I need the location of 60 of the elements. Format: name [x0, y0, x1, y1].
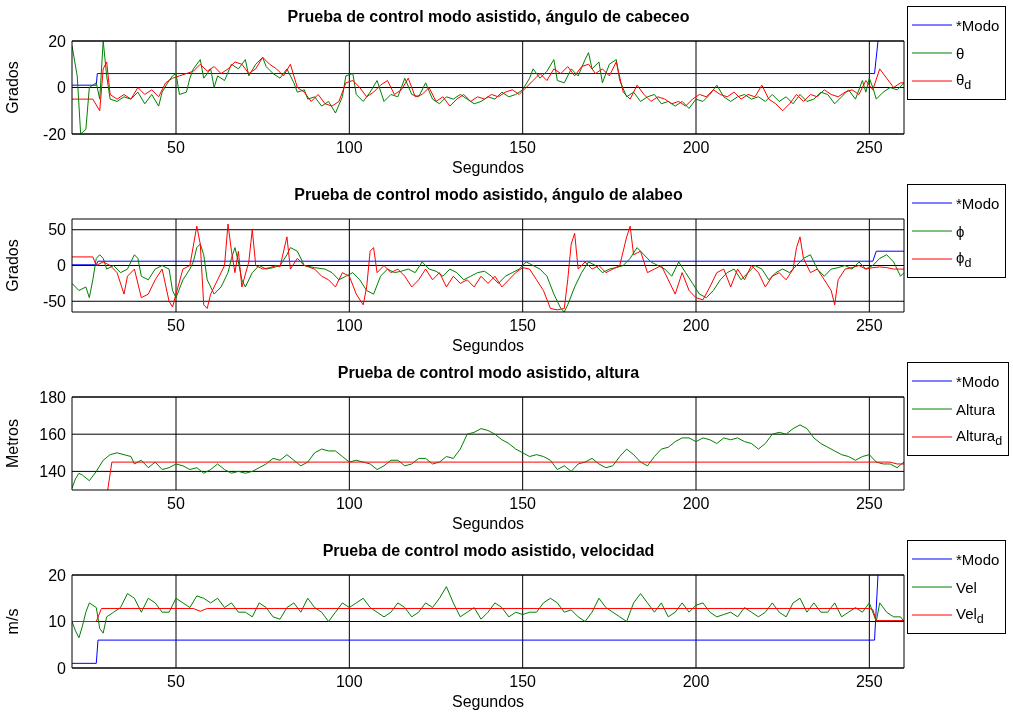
line-series [72, 586, 904, 639]
y-axis-title: Metros [3, 419, 21, 468]
x-tick-label: 50 [167, 317, 185, 335]
x-tick-label: 250 [855, 139, 883, 157]
x-tick-label: 200 [682, 139, 710, 157]
legend-label: *Modo [956, 550, 1000, 568]
y-tick-label: -50 [42, 292, 67, 310]
x-tick-label: 100 [335, 139, 363, 157]
y-tick-label: 0 [57, 257, 67, 275]
x-tick-label: 100 [335, 673, 363, 691]
x-tick-label: 200 [682, 317, 710, 335]
y-tick-label: 0 [57, 659, 67, 677]
chart-title: Prueba de control modo asistido, ángulo de alabeo [293, 186, 684, 204]
x-tick-label: 50 [167, 495, 185, 513]
x-axis-title: Segundos [451, 337, 525, 354]
legend-label: ϕ [956, 222, 965, 240]
x-axis-title: Segundos [451, 515, 525, 532]
legend-label: *Modo [956, 16, 1000, 34]
x-tick-label: 100 [335, 495, 363, 513]
legend-label: ϕ$_{d}$ [956, 248, 972, 270]
y-tick-label: 20 [48, 566, 67, 584]
y-axis-title: Grados [3, 239, 21, 292]
y-tick-label: -20 [42, 125, 67, 143]
line-series [72, 607, 904, 622]
x-tick-label: 200 [682, 673, 710, 691]
x-axis-title: Segundos [451, 159, 525, 176]
x-axis-title: Segundos [451, 693, 525, 710]
x-tick-label: 250 [855, 673, 883, 691]
legend-label: θ$_{d}$ [956, 70, 972, 92]
line-series [72, 41, 904, 134]
line-series [72, 56, 904, 112]
y-tick-label: 0 [57, 79, 67, 97]
chart-title: Prueba de control modo asistido, velocidad [321, 542, 656, 560]
legend-label: Vel [956, 578, 977, 596]
x-tick-label: 150 [509, 495, 537, 513]
x-tick-label: 50 [167, 673, 185, 691]
legend-label: *Modo [956, 194, 1000, 212]
y-tick-label: 140 [39, 463, 67, 481]
x-tick-label: 150 [509, 317, 537, 335]
y-tick-label: 180 [39, 388, 67, 406]
legend-label: Altura$_{d}$ [956, 426, 1003, 448]
x-tick-label: 250 [855, 495, 883, 513]
y-tick-label: 20 [48, 32, 67, 50]
y-axis-title: Grados [3, 61, 21, 114]
legend-label: Vel$_{d}$ [956, 604, 984, 626]
x-tick-label: 50 [167, 139, 185, 157]
legend-label: Altura [956, 400, 996, 418]
x-tick-label: 150 [509, 673, 537, 691]
legend-label: θ [956, 44, 965, 62]
y-tick-label: 10 [48, 613, 67, 631]
y-axis-title: m/s [3, 608, 21, 635]
y-tick-label: 50 [48, 221, 67, 239]
chart-title: Prueba de control modo asistido, altura [336, 364, 641, 382]
chart-title: Prueba de control modo asistido, ángulo de cabeceo [286, 8, 691, 26]
x-tick-label: 150 [509, 139, 537, 157]
x-tick-label: 250 [855, 317, 883, 335]
x-tick-label: 100 [335, 317, 363, 335]
y-tick-label: 160 [39, 425, 67, 443]
legend-label: *Modo [956, 372, 1000, 390]
x-tick-label: 200 [682, 495, 710, 513]
